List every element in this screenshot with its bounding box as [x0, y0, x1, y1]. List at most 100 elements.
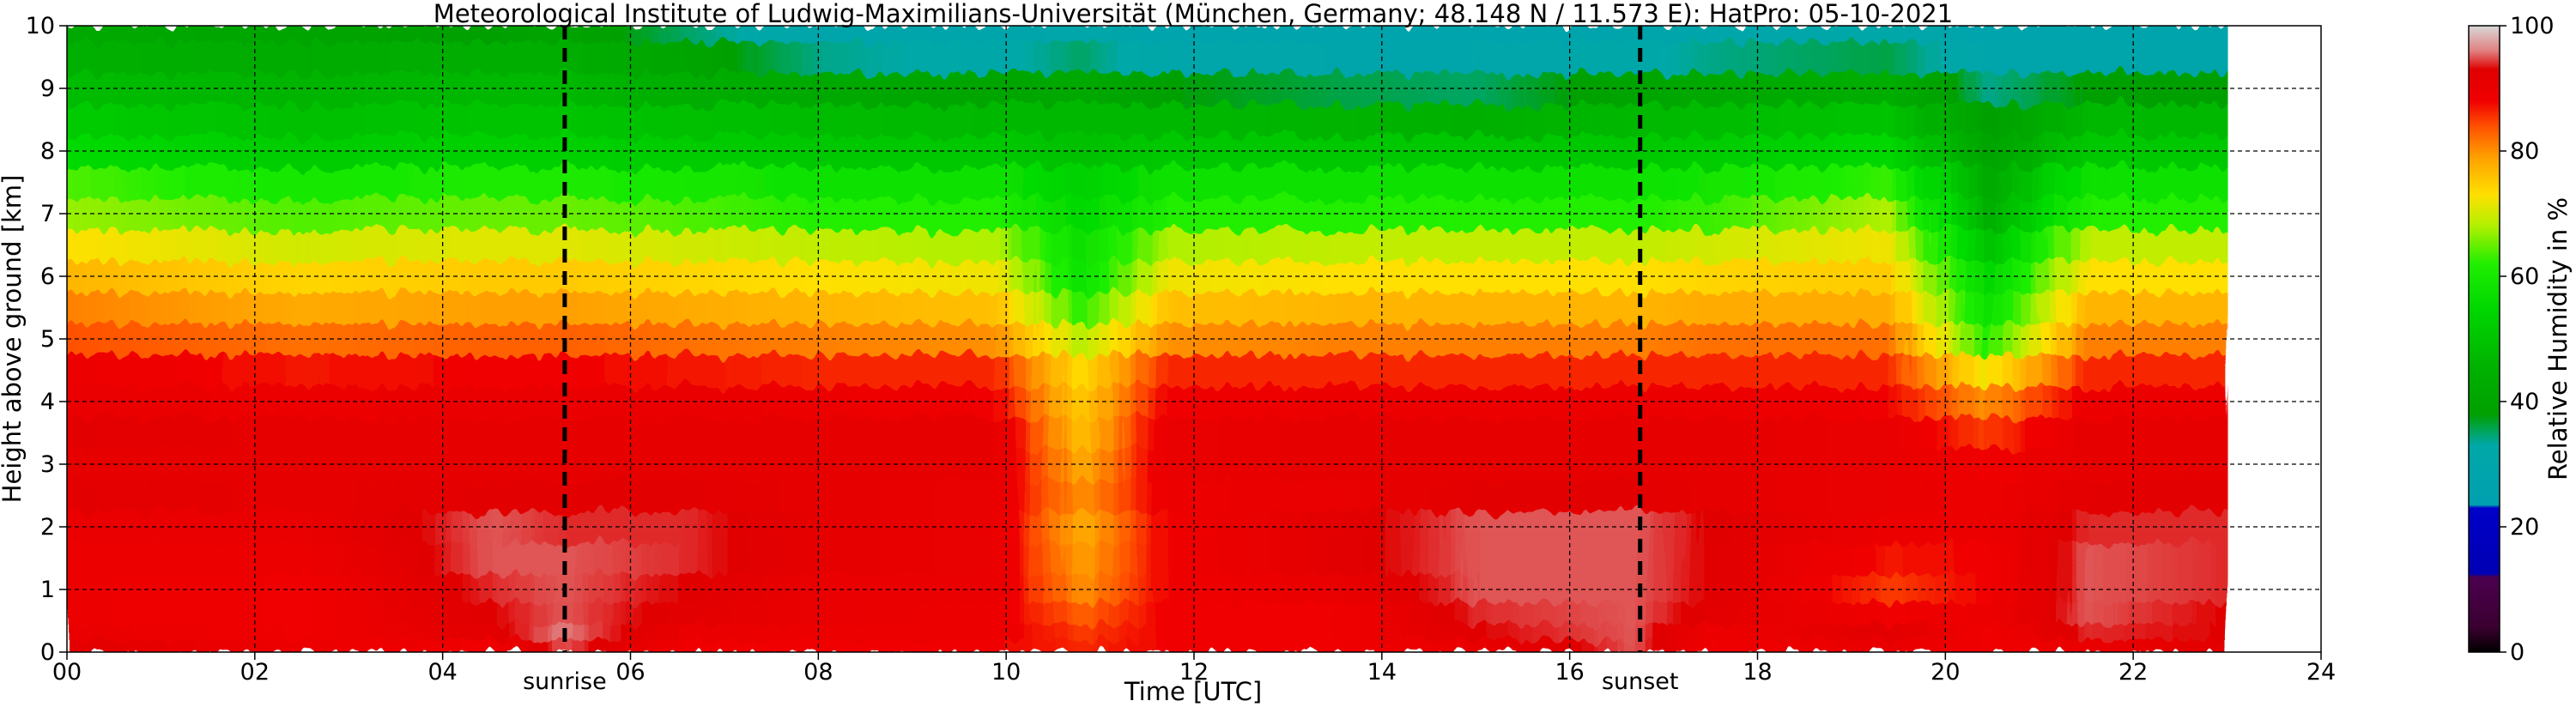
heatmap-cell: [677, 72, 688, 106]
heatmap-cell: [714, 166, 725, 199]
heatmap-cell: [217, 104, 227, 136]
heatmap-cell: [1531, 417, 1543, 450]
heatmap-cell: [386, 104, 397, 136]
heatmap-cell: [1710, 104, 1721, 136]
heatmap-cell: [85, 354, 96, 387]
heatmap-cell: [386, 135, 397, 168]
heatmap-cell: [1344, 323, 1355, 356]
heatmap-cell: [367, 104, 378, 136]
heatmap-cell: [339, 292, 350, 324]
heatmap-cell: [602, 229, 613, 262]
heatmap-cell: [423, 639, 434, 652]
heatmap-cell: [2124, 639, 2134, 652]
heatmap-cell: [1833, 480, 1843, 512]
heatmap-cell: [1212, 385, 1223, 419]
heatmap-cell: [639, 197, 651, 231]
heatmap-cell: [724, 135, 735, 168]
heatmap-cell: [142, 480, 153, 512]
heatmap-cell: [714, 104, 725, 136]
heatmap-cell: [1015, 639, 1026, 652]
heatmap-cell: [2076, 480, 2088, 512]
heatmap-cell: [668, 480, 679, 512]
heatmap-cell: [1362, 480, 1373, 512]
heatmap-cell: [1494, 573, 1505, 603]
heatmap-cell: [404, 624, 415, 641]
heatmap-cell: [1541, 542, 1552, 575]
heatmap-cell: [320, 104, 331, 136]
heatmap-cell: [518, 639, 528, 652]
heatmap-cell: [2170, 197, 2181, 231]
heatmap-cell: [677, 135, 688, 168]
heatmap-cell: [2001, 229, 2012, 262]
heatmap-cell: [687, 354, 697, 387]
heatmap-cell: [508, 197, 518, 231]
heatmap-cell: [386, 573, 397, 603]
heatmap-cell: [1325, 354, 1336, 387]
heatmap-cell: [724, 323, 735, 356]
heatmap-cell: [1297, 26, 1308, 43]
heatmap-cell: [189, 624, 199, 641]
heatmap-cell: [1738, 41, 1749, 74]
heatmap-cell: [1729, 72, 1740, 106]
heatmap-cell: [395, 41, 406, 74]
heatmap-cell: [1710, 417, 1721, 450]
heatmap-cell: [1466, 354, 1477, 387]
heatmap-cell: [1635, 292, 1646, 324]
heatmap-cell: [602, 260, 613, 293]
heatmap-cell: [1185, 354, 1195, 387]
heatmap-cell: [349, 104, 359, 136]
heatmap-cell: [959, 41, 970, 74]
heatmap-cell: [987, 385, 998, 419]
heatmap-cell: [1128, 624, 1139, 641]
heatmap-cell: [1288, 260, 1299, 293]
heatmap-cell: [452, 354, 463, 387]
heatmap-cell: [1025, 135, 1035, 168]
heatmap-cell: [1447, 601, 1458, 625]
heatmap-cell: [724, 260, 735, 293]
heatmap-cell: [1785, 624, 1797, 641]
heatmap-cell: [1964, 417, 1974, 450]
heatmap-cell: [1504, 511, 1514, 544]
heatmap-cell: [292, 104, 303, 136]
heatmap-cell: [1560, 601, 1571, 625]
heatmap-cell: [1240, 448, 1252, 481]
heatmap-cell: [1297, 601, 1308, 625]
heatmap-cell: [1917, 573, 1928, 603]
heatmap-cell: [583, 229, 594, 262]
heatmap-cell: [423, 448, 434, 481]
heatmap-cell: [639, 135, 651, 168]
heatmap-cell: [1691, 197, 1702, 231]
heatmap-cell: [85, 624, 96, 641]
heatmap-cell: [573, 417, 585, 450]
heatmap-cell: [639, 26, 651, 43]
heatmap-cell: [696, 292, 706, 324]
heatmap-cell: [940, 639, 951, 652]
heatmap-cell: [1306, 417, 1318, 450]
heatmap-cell: [1700, 354, 1712, 387]
heatmap-cell: [761, 41, 773, 74]
heatmap-cell: [1851, 104, 1862, 136]
heatmap-cell: [1297, 104, 1308, 136]
heatmap-cell: [2161, 624, 2172, 641]
heatmap-cell: [2143, 573, 2153, 603]
heatmap-cell: [846, 639, 857, 652]
heatmap-cell: [1926, 639, 1937, 652]
heatmap-cell: [2208, 166, 2219, 199]
heatmap-cell: [208, 354, 218, 387]
heatmap-cell: [846, 354, 857, 387]
heatmap-cell: [104, 573, 115, 603]
heatmap-cell: [2058, 104, 2069, 136]
heatmap-cell: [1231, 104, 1242, 136]
heatmap-cell: [602, 104, 613, 136]
heatmap-cell: [1664, 639, 1674, 652]
heatmap-cell: [564, 166, 575, 199]
heatmap-cell: [1081, 601, 1092, 625]
heatmap-cell: [1682, 197, 1693, 231]
heatmap-cell: [1569, 601, 1580, 625]
heatmap-cell: [292, 166, 303, 199]
heatmap-cell: [2086, 639, 2097, 652]
heatmap-cell: [912, 573, 923, 603]
heatmap-cell: [1785, 354, 1797, 387]
heatmap-cell: [1428, 542, 1440, 575]
heatmap-cell: [1504, 41, 1514, 74]
